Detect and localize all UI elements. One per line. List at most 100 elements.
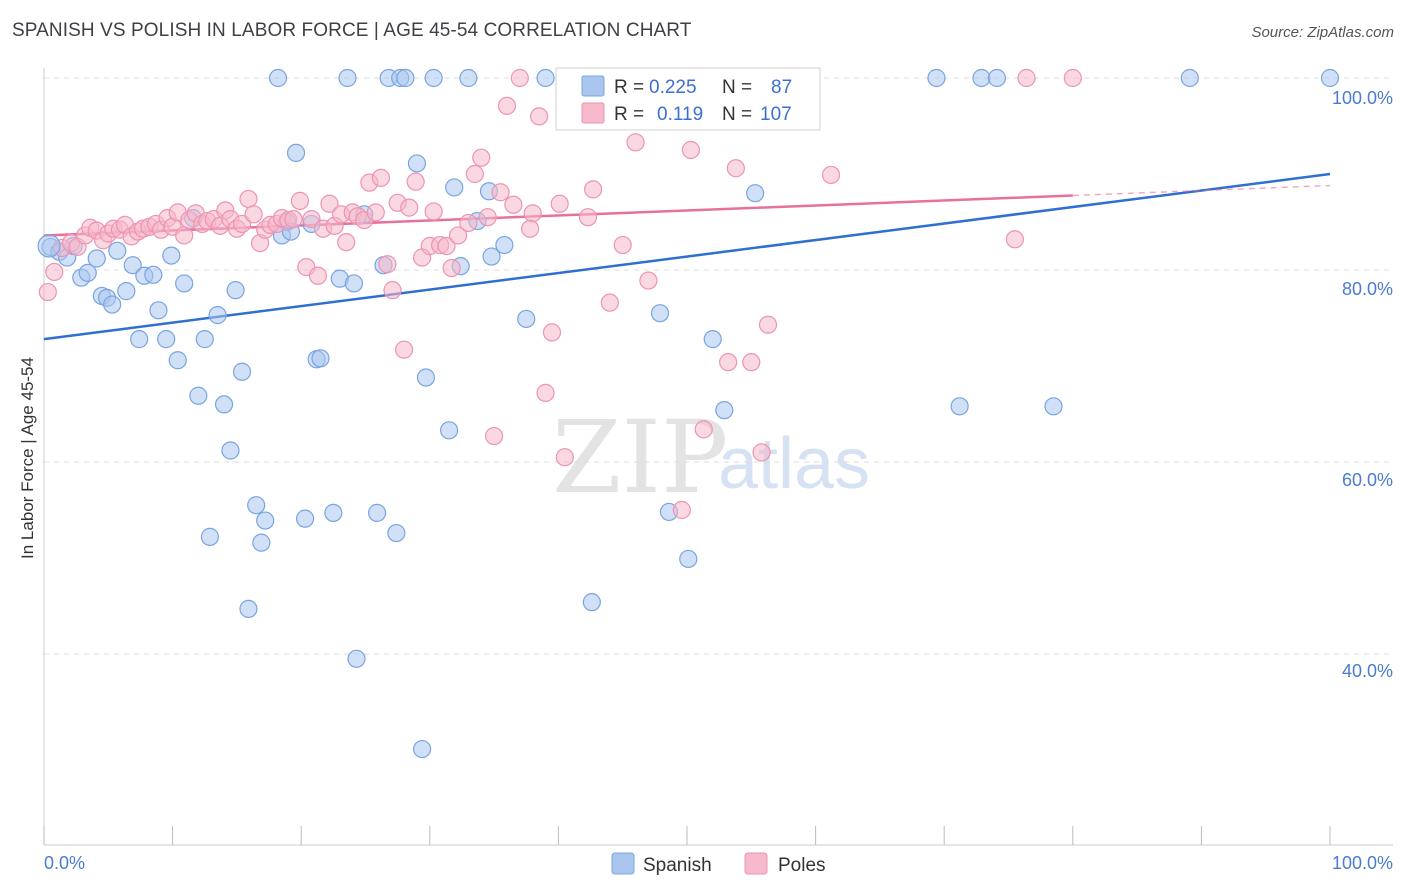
poles-point: [308, 266, 328, 285]
poles-point: [45, 262, 64, 282]
spanish-point: [149, 301, 168, 320]
spanish-point: [367, 503, 387, 522]
spanish-point: [78, 263, 97, 282]
legend-swatch-spanish: [581, 75, 605, 97]
spanish-point: [582, 593, 601, 612]
spanish-point: [536, 68, 555, 88]
poles-point: [406, 172, 425, 191]
legend-n-value-poles: 107: [760, 104, 792, 125]
data-points: [37, 68, 1340, 759]
legend-r-label-poles: R =: [614, 104, 644, 125]
poles-point: [244, 205, 263, 224]
poles-point: [536, 383, 555, 402]
spanish-point: [268, 68, 288, 88]
poles-point: [437, 236, 456, 256]
spanish-point: [679, 549, 698, 569]
poles-point: [584, 180, 603, 199]
spanish-point: [247, 496, 266, 515]
chart-source: Source: ZipAtlas.com: [1251, 24, 1394, 41]
spanish-point: [412, 739, 432, 759]
poles-point: [1005, 230, 1025, 249]
poles-point: [491, 183, 510, 202]
spanish-point: [972, 68, 991, 88]
spanish-point: [416, 368, 436, 387]
spanish-point: [715, 401, 734, 420]
y-tick-label-100: 100.0%: [1332, 88, 1393, 108]
poles-point: [719, 353, 738, 372]
spanish-point: [295, 509, 315, 528]
poles-point: [38, 282, 57, 302]
legend-r-value-spanish: 0.225: [649, 77, 697, 98]
poles-point: [478, 208, 497, 227]
spanish-point: [200, 527, 219, 546]
spanish-point: [130, 330, 149, 349]
spanish-point: [311, 349, 330, 368]
poles-point: [555, 448, 574, 467]
poles-point: [530, 107, 549, 126]
legend-n-label-spanish: N =: [722, 77, 752, 98]
trend-lines: [43, 172, 1331, 341]
poles-trend-extension: [1072, 184, 1331, 197]
poles-point: [465, 164, 484, 184]
chart-title: SPANISH VS POLISH IN LABOR FORCE | AGE 4…: [12, 20, 692, 41]
spanish-point: [117, 282, 136, 301]
legend-r-label-spanish: R =: [614, 77, 644, 98]
spanish-point: [1320, 68, 1340, 88]
x-tick-label-min: 0.0%: [44, 853, 85, 873]
bottom-legend-swatch-poles: [744, 852, 768, 875]
spanish-point: [746, 184, 765, 203]
spanish-point: [123, 256, 142, 275]
poles-point: [472, 148, 491, 167]
poles-point: [239, 189, 258, 209]
poles-point: [510, 68, 529, 88]
poles-point: [542, 323, 562, 342]
poles-point: [578, 208, 598, 227]
poles-point: [366, 203, 385, 222]
poles-point: [290, 191, 310, 210]
spanish-point: [703, 330, 722, 349]
poles-point: [550, 194, 569, 213]
spanish-point: [157, 330, 176, 349]
y-tick-label-80: 80.0%: [1342, 279, 1393, 299]
poles-point: [821, 165, 841, 185]
poles-point: [521, 219, 540, 238]
spanish-trend-line: [43, 172, 1331, 341]
spanish-point: [347, 649, 366, 668]
poles-point: [672, 500, 691, 520]
bottom-legend-label-poles: Poles: [778, 855, 826, 876]
spanish-point: [144, 265, 163, 284]
spanish-point: [232, 362, 252, 381]
spanish-point: [482, 247, 501, 266]
spanish-point: [324, 503, 343, 522]
spanish-point: [252, 533, 271, 552]
poles-point: [394, 340, 414, 359]
poles-point: [485, 426, 504, 446]
poles-point: [1017, 68, 1036, 88]
poles-point: [448, 226, 468, 245]
poles-point: [175, 226, 194, 245]
poles-point: [613, 235, 632, 255]
spanish-point: [445, 178, 464, 197]
poles-point: [681, 140, 700, 160]
series-legend: Spanish Poles: [611, 852, 826, 876]
poles-point: [600, 293, 619, 312]
bottom-legend-label-spanish: Spanish: [643, 855, 712, 876]
spanish-point: [650, 304, 670, 323]
y-tick-label-60: 60.0%: [1342, 470, 1393, 490]
spanish-point: [396, 68, 415, 88]
legend-r-value-poles: 0.119: [657, 104, 703, 125]
y-tick-label-40: 40.0%: [1342, 661, 1393, 681]
poles-point: [284, 210, 303, 229]
watermark-atlas: atlas: [718, 424, 870, 504]
spanish-point: [239, 599, 258, 618]
x-tick-label-max: 100.0%: [1332, 853, 1393, 873]
spanish-point-cluster: [37, 234, 61, 258]
spanish-point: [221, 441, 240, 460]
spanish-point: [87, 249, 106, 268]
spanish-point: [286, 143, 306, 162]
spanish-point: [517, 309, 536, 329]
poles-point: [639, 271, 658, 290]
spanish-point: [214, 395, 234, 414]
poles-point: [1063, 68, 1082, 88]
poles-point: [626, 133, 645, 152]
